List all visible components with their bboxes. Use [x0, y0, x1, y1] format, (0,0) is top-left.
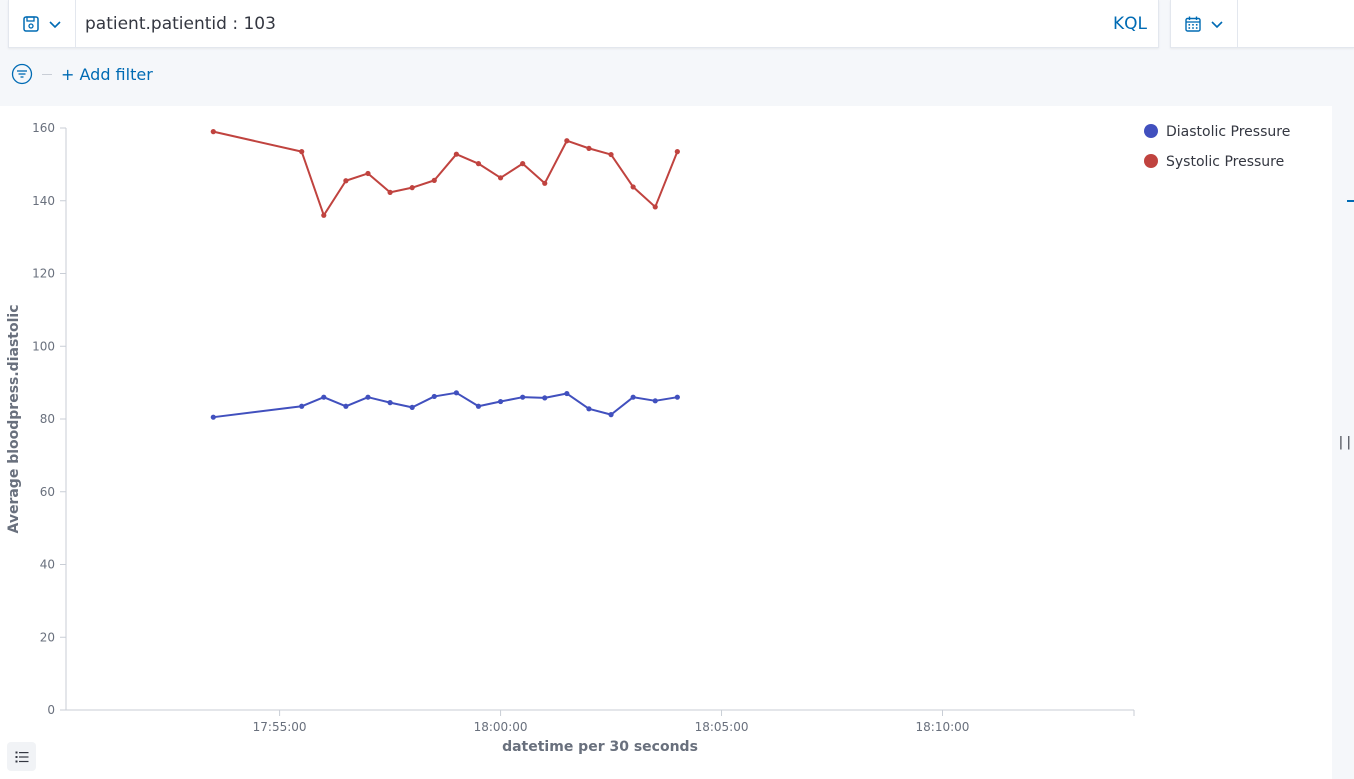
legend-swatch: [1144, 124, 1158, 138]
legend-item-diastolic-pressure[interactable]: Diastolic Pressure: [1144, 124, 1290, 140]
systolic-pressure-point[interactable]: [497, 175, 504, 181]
diastolic-pressure-point[interactable]: [564, 390, 570, 397]
calendar-icon: [1185, 16, 1201, 32]
y-tick-label: 20: [40, 630, 55, 644]
y-tick-label: 100: [32, 339, 55, 353]
y-tick-label: 120: [32, 267, 55, 281]
diastolic-pressure-point[interactable]: [210, 414, 216, 420]
systolic-pressure-line: [213, 130, 679, 217]
diastolic-pressure-point[interactable]: [586, 406, 592, 412]
diastolic-pressure-point[interactable]: [453, 390, 459, 396]
y-tick-label: 160: [32, 121, 55, 135]
systolic-pressure-point[interactable]: [387, 189, 393, 195]
systolic-pressure-point[interactable]: [210, 129, 216, 135]
y-tick-label: 80: [40, 412, 55, 426]
systolic-pressure-point[interactable]: [453, 151, 459, 157]
query-input[interactable]: [76, 0, 1102, 47]
diastolic-pressure-point[interactable]: [497, 398, 504, 405]
x-ticks: 17:55:00 18:00:00 18:05:00 18:10:00: [253, 710, 970, 734]
systolic-pressure-point[interactable]: [542, 180, 548, 186]
x-tick-label: 17:55:00: [253, 720, 307, 734]
chevron-down-icon: [1211, 20, 1223, 28]
diastolic-pressure-point[interactable]: [431, 393, 437, 400]
systolic-pressure-point[interactable]: [674, 149, 680, 155]
diastolic-pressure-point[interactable]: [475, 403, 482, 409]
systolic-pressure-point[interactable]: [608, 151, 614, 158]
side-strip: [1332, 106, 1354, 779]
legend-toggle-button[interactable]: [7, 742, 36, 771]
legend-label: Diastolic Pressure: [1166, 124, 1290, 140]
diastolic-pressure-point[interactable]: [652, 398, 658, 404]
legend-label: Systolic Pressure: [1166, 154, 1284, 170]
systolic-pressure-point[interactable]: [343, 178, 349, 184]
diastolic-pressure-point[interactable]: [608, 412, 614, 418]
series-layer: [210, 129, 680, 420]
systolic-pressure-point[interactable]: [652, 204, 658, 210]
legend-swatch: [1144, 154, 1158, 168]
date-quick-select-button[interactable]: [1171, 0, 1238, 47]
y-axis-title: Average bloodpress.diastolic: [6, 305, 22, 534]
x-tick-label: 18:00:00: [474, 720, 528, 734]
x-axis-title: datetime per 30 seconds: [502, 739, 698, 755]
systolic-pressure-point[interactable]: [630, 184, 636, 190]
systolic-pressure-point[interactable]: [475, 161, 482, 167]
diastolic-pressure-point[interactable]: [520, 394, 526, 400]
side-accent: [1347, 200, 1354, 202]
diastolic-pressure-point[interactable]: [409, 404, 415, 410]
kql-button[interactable]: KQL: [1113, 13, 1147, 34]
diastolic-pressure-point[interactable]: [365, 394, 371, 400]
filter-separator: [42, 73, 52, 75]
diastolic-pressure-point[interactable]: [542, 395, 548, 401]
chart-legend: Diastolic Pressure Systolic Pressure: [1144, 124, 1290, 170]
x-tick-label: 18:05:00: [695, 720, 749, 734]
systolic-pressure-point[interactable]: [365, 170, 371, 177]
diastolic-pressure-line: [213, 391, 678, 419]
query-bar: KQL: [8, 0, 1159, 48]
systolic-pressure-point[interactable]: [564, 138, 570, 144]
resize-handle[interactable]: ||: [1337, 435, 1353, 450]
y-tick-label: 140: [32, 194, 55, 208]
systolic-pressure-point[interactable]: [586, 145, 592, 151]
y-tick-label: 60: [40, 485, 55, 499]
diastolic-pressure-point[interactable]: [387, 400, 393, 406]
save-icon: [23, 15, 39, 32]
y-ticks: 0 20 40 60 80 100 120 140 160: [32, 121, 66, 717]
x-tick-label: 18:10:00: [916, 720, 970, 734]
systolic-pressure-point[interactable]: [321, 212, 327, 218]
diastolic-pressure-point[interactable]: [674, 394, 680, 400]
legend-item-systolic-pressure[interactable]: Systolic Pressure: [1144, 154, 1284, 170]
diastolic-pressure-point[interactable]: [299, 403, 305, 409]
y-tick-label: 0: [47, 703, 55, 717]
filter-icon[interactable]: [11, 63, 33, 85]
systolic-pressure-point[interactable]: [520, 161, 526, 167]
date-picker-bar: [1170, 0, 1354, 48]
systolic-pressure-point[interactable]: [409, 185, 415, 191]
chart-axes: [65, 128, 1135, 716]
systolic-pressure-point[interactable]: [431, 177, 437, 183]
y-tick-label: 40: [40, 558, 55, 572]
list-icon: [15, 751, 28, 762]
diastolic-pressure-point[interactable]: [321, 394, 327, 400]
saved-query-button[interactable]: [9, 0, 76, 47]
systolic-pressure-point[interactable]: [299, 149, 305, 155]
chart-panel: [0, 106, 1332, 779]
filter-bar: + Add filter: [11, 62, 153, 86]
diastolic-pressure-point[interactable]: [630, 394, 636, 400]
diastolic-pressure-point[interactable]: [343, 403, 349, 409]
add-filter-button[interactable]: + Add filter: [61, 64, 153, 84]
chevron-down-icon: [49, 20, 61, 28]
